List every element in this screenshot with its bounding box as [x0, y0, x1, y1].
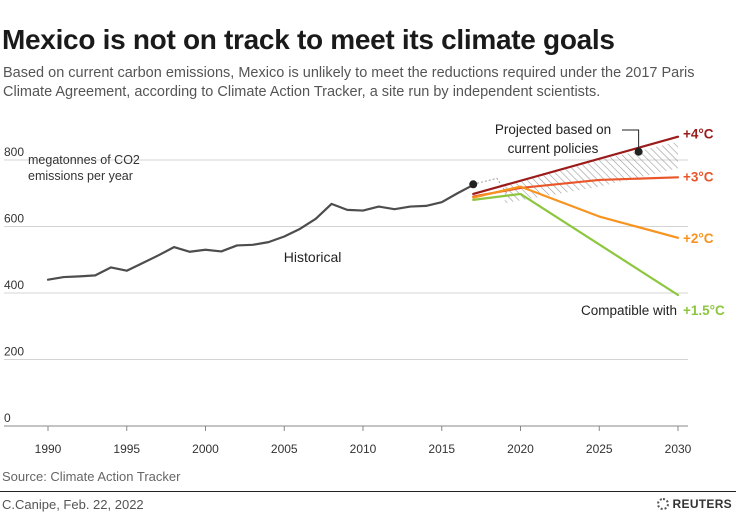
y-axis-label: emissions per year — [28, 169, 133, 183]
series-line-4c — [472, 135, 680, 196]
y-tick-label: 600 — [4, 212, 24, 226]
y-tick-label: 800 — [4, 145, 24, 159]
annotation-leader-line — [622, 129, 640, 148]
series-label-historical: Historical — [284, 249, 342, 265]
series-label-end: +2°C — [683, 231, 714, 246]
reuters-logo-icon — [656, 498, 669, 510]
projection-annotation: current policies — [508, 141, 599, 156]
x-tick-label: 1995 — [113, 442, 140, 456]
reuters-logo-text: REUTERS — [672, 497, 732, 511]
x-tick-label: 2015 — [428, 442, 455, 456]
x-tick-label: 2005 — [271, 442, 298, 456]
x-tick-label: 2030 — [665, 442, 692, 456]
credit-line: C.Canipe, Feb. 22, 2022 — [2, 497, 144, 512]
source-note: Source: Climate Action Tracker — [2, 469, 181, 484]
y-tick-label: 400 — [4, 278, 24, 292]
y-tick-label: 0 — [4, 411, 11, 425]
series-line-2c — [472, 185, 680, 239]
chart-title: Mexico is not on track to meet its clima… — [2, 24, 615, 55]
series-label-end: +1.5°C — [683, 303, 725, 318]
y-tick-label: 200 — [4, 345, 24, 359]
x-tick-label: 2025 — [586, 442, 613, 456]
series-label-end: +3°C — [683, 169, 714, 184]
marker-point — [469, 180, 478, 189]
x-tick-label: 2020 — [507, 442, 534, 456]
chart-subtitle: Based on current carbon emissions, Mexic… — [3, 65, 695, 100]
footer-divider — [0, 491, 736, 492]
compatible-with-label: Compatible with — [581, 303, 677, 318]
series-line-historical — [46, 183, 475, 281]
projection-annotation: Projected based on — [495, 122, 611, 137]
x-tick-label: 2000 — [192, 442, 219, 456]
series-label-end: +4°C — [683, 127, 714, 142]
projection-band — [504, 141, 678, 204]
y-axis-label: megatonnes of CO2 — [28, 153, 140, 167]
x-tick-label: 2010 — [350, 442, 377, 456]
x-tick-label: 1990 — [35, 442, 62, 456]
series-line-15c — [472, 192, 680, 297]
marker-point — [634, 147, 643, 156]
reuters-logo: REUTERS — [656, 497, 732, 511]
